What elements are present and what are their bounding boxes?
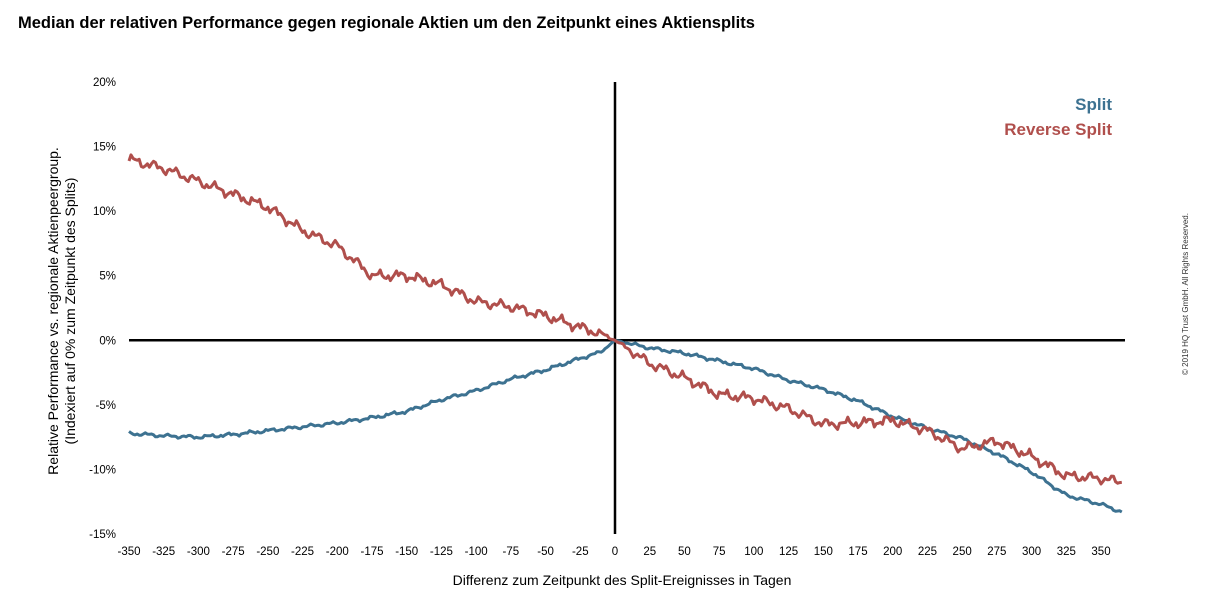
x-tick-label: -250 bbox=[256, 546, 279, 558]
x-tick-label: -100 bbox=[465, 546, 488, 558]
x-tick-label: 275 bbox=[987, 546, 1006, 558]
x-tick-label: -25 bbox=[572, 546, 589, 558]
y-tick-label: 0% bbox=[99, 335, 116, 347]
x-tick-label: 175 bbox=[848, 546, 867, 558]
x-tick-label: -325 bbox=[152, 546, 175, 558]
x-tick-label: 300 bbox=[1022, 546, 1041, 558]
x-tick-label: 225 bbox=[918, 546, 937, 558]
y-tick-label: 20% bbox=[93, 77, 116, 89]
x-tick-label: 0 bbox=[612, 546, 618, 558]
y-tick-labels: 20% 15% 10% 5% 0% -5% -10% -15% bbox=[89, 77, 116, 541]
x-tick-label: -175 bbox=[360, 546, 383, 558]
x-tick-label: 25 bbox=[643, 546, 656, 558]
y-tick-label: 15% bbox=[93, 142, 116, 154]
y-tick-label: 5% bbox=[99, 271, 116, 283]
x-tick-label: -50 bbox=[537, 546, 554, 558]
y-tick-label: -10% bbox=[89, 464, 116, 476]
copyright-notice: © 2019 HQ Trust GmbH. All Rights Reserve… bbox=[1181, 213, 1190, 375]
y-tick-label: 10% bbox=[93, 206, 116, 218]
x-tick-label: -125 bbox=[430, 546, 453, 558]
y-axis-title-line-2: (Indexiert auf 0% zum Zeitpunkt des Spli… bbox=[62, 178, 78, 445]
y-tick-label: -5% bbox=[96, 400, 116, 412]
x-tick-label: 100 bbox=[744, 546, 763, 558]
x-tick-label: 200 bbox=[883, 546, 902, 558]
x-tick-labels: -350 -325 -300 -275 -250 -225 -200 -175 -150 -125… bbox=[117, 546, 1110, 558]
x-tick-label: -350 bbox=[117, 546, 140, 558]
x-tick-label: 50 bbox=[678, 546, 691, 558]
x-tick-label: 150 bbox=[814, 546, 833, 558]
x-tick-label: 350 bbox=[1091, 546, 1110, 558]
x-tick-label: -275 bbox=[222, 546, 245, 558]
series-line-reverse-split bbox=[127, 153, 1123, 486]
x-tick-label: 75 bbox=[713, 546, 726, 558]
x-axis-title: Differenz zum Zeitpunkt des Split-Ereign… bbox=[453, 572, 792, 588]
y-tick-label: -15% bbox=[89, 529, 116, 541]
x-tick-label: -225 bbox=[291, 546, 314, 558]
chart-title: Median der relativen Performance gegen r… bbox=[18, 14, 755, 32]
x-tick-label: -200 bbox=[326, 546, 349, 558]
x-tick-label: 125 bbox=[779, 546, 798, 558]
x-tick-label: -75 bbox=[503, 546, 520, 558]
x-tick-label: 325 bbox=[1057, 546, 1076, 558]
legend-entry-split: Split bbox=[1075, 95, 1112, 114]
y-axis-title-line-1: Relative Performance vs. regionale Aktie… bbox=[45, 147, 61, 475]
x-tick-label: -300 bbox=[187, 546, 210, 558]
series-line-split bbox=[128, 338, 1123, 514]
x-tick-label: 250 bbox=[953, 546, 972, 558]
legend-entry-reverse-split: Reverse Split bbox=[1004, 120, 1112, 139]
x-tick-label: -150 bbox=[395, 546, 418, 558]
series-layer bbox=[127, 153, 1123, 514]
